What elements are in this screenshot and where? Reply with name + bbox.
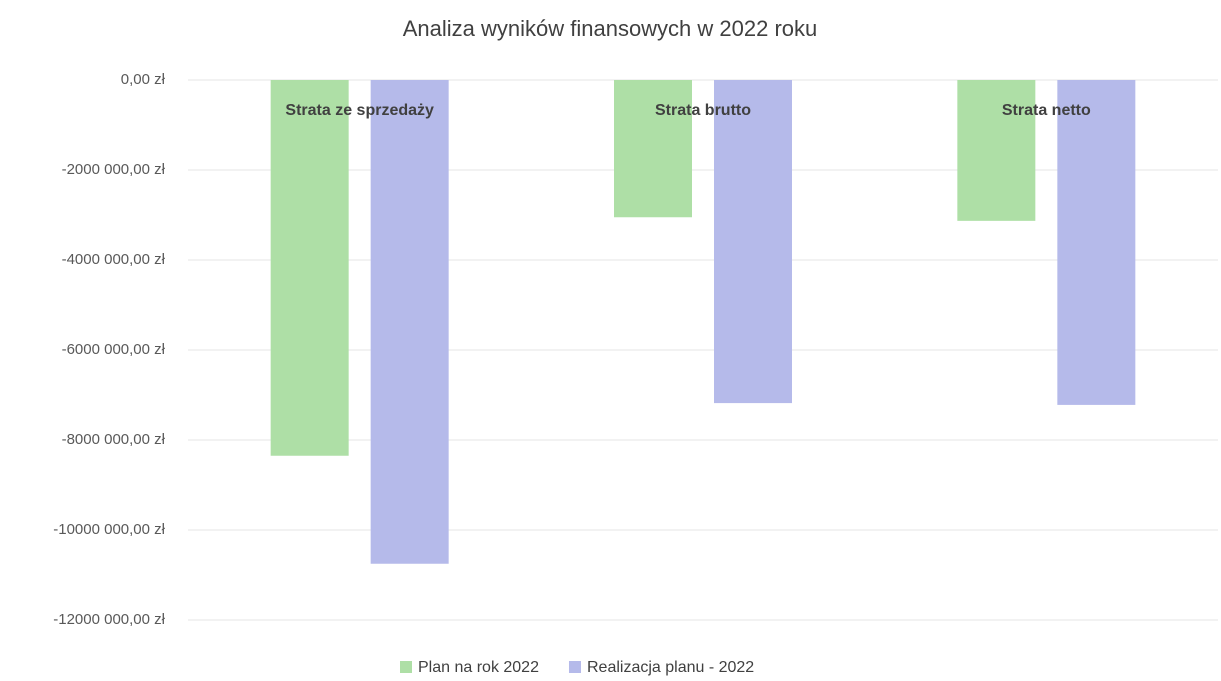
y-tick-label: -6000 000,00 zł bbox=[62, 341, 166, 358]
y-tick-label: -12000 000,00 zł bbox=[53, 611, 165, 628]
bar bbox=[957, 80, 1036, 221]
bar bbox=[714, 80, 792, 404]
category-label: Strata brutto bbox=[655, 102, 751, 119]
bar bbox=[270, 80, 349, 456]
y-tick-label: -10000 000,00 zł bbox=[53, 521, 165, 538]
legend-swatch bbox=[568, 661, 581, 673]
legend-label: Realizacja planu - 2022 bbox=[587, 659, 754, 676]
bar bbox=[614, 80, 692, 218]
legend-swatch bbox=[400, 661, 412, 673]
bar bbox=[1057, 80, 1136, 405]
chart-title: Analiza wyników finansowych w 2022 roku bbox=[403, 16, 818, 41]
y-tick-label: 0,00 zł bbox=[121, 71, 166, 88]
legend-label: Plan na rok 2022 bbox=[418, 659, 539, 676]
category-label: Strata ze sprzedaży bbox=[285, 102, 434, 119]
y-tick-label: -8000 000,00 zł bbox=[62, 431, 166, 448]
bar bbox=[370, 80, 449, 564]
category-label: Strata netto bbox=[1002, 102, 1091, 119]
y-tick-label: -4000 000,00 zł bbox=[62, 251, 166, 268]
y-tick-label: -2000 000,00 zł bbox=[62, 161, 166, 178]
